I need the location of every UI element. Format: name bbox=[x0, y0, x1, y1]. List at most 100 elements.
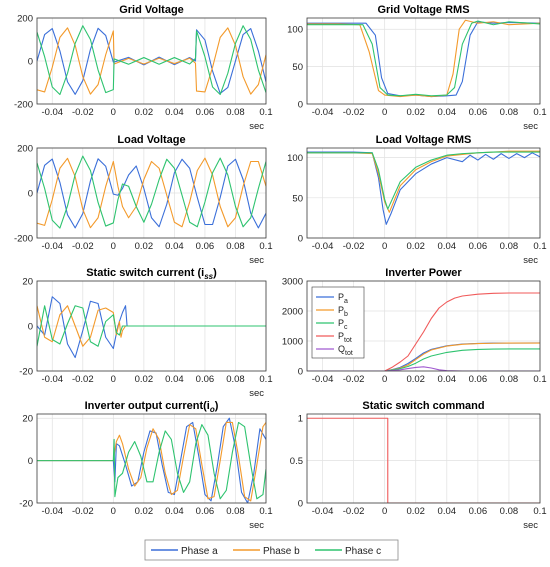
series-group bbox=[37, 417, 266, 503]
x-tick-label: 0.06 bbox=[196, 107, 215, 118]
y-tick-label: 0 bbox=[298, 100, 303, 111]
title-end: ) bbox=[215, 400, 219, 412]
y-tick-label: 50 bbox=[292, 62, 303, 73]
plot-frame bbox=[306, 147, 541, 239]
phase-a-legend-label: Phase a bbox=[181, 546, 218, 557]
plot-area bbox=[307, 148, 540, 238]
x-tick-label: 0.1 bbox=[533, 506, 546, 517]
series-group bbox=[37, 25, 266, 96]
series-line-3 bbox=[37, 305, 266, 347]
y-tick-label: 200 bbox=[17, 14, 33, 25]
x-tick-label: 0.06 bbox=[196, 241, 215, 252]
y-tick-label: 0 bbox=[28, 189, 33, 200]
series-line-3 bbox=[37, 155, 266, 229]
y-tick-label: 1000 bbox=[282, 337, 303, 348]
x-tick-label: -0.04 bbox=[312, 241, 334, 252]
x-tick-label: -0.02 bbox=[343, 374, 365, 385]
y-tick-label: -20 bbox=[19, 367, 33, 378]
x-tick-label: 0.04 bbox=[438, 241, 457, 252]
y-tick-label: 100 bbox=[287, 25, 303, 36]
x-axis-label: sec bbox=[249, 121, 264, 132]
x-tick-label: 0.04 bbox=[438, 374, 457, 385]
title-subscript: ss bbox=[204, 272, 213, 281]
x-tick-label: 0.1 bbox=[259, 506, 272, 517]
chart-title: Grid Voltage RMS bbox=[377, 4, 469, 16]
x-tick-label: -0.04 bbox=[312, 374, 334, 385]
plot-frame bbox=[306, 17, 541, 105]
chart-panels: -0.04 -0.02 0 0.02 0.04 0.06 0.08 0.12000-200se… bbox=[14, 4, 547, 531]
y-tick-label: 50 bbox=[292, 193, 303, 204]
x-tick-label: 0.08 bbox=[500, 241, 519, 252]
series-line-3 bbox=[307, 348, 540, 371]
x-tick-label: 0.02 bbox=[135, 107, 154, 118]
panel-2: -0.04 -0.02 0 0.02 0.04 0.06 0.08 0.1 100 50 0 sec G… bbox=[287, 4, 546, 132]
panel-3: -0.04 -0.02 0 0.02 0.04 0.06 0.08 0.1 200 0 -200 se… bbox=[14, 134, 273, 266]
plot-area bbox=[37, 414, 266, 503]
x-tick-label: 0.02 bbox=[406, 107, 425, 118]
plot-frame bbox=[36, 17, 267, 105]
chart-title: Static switch current (iss) bbox=[86, 267, 217, 281]
y-tick-label: 0 bbox=[28, 322, 33, 333]
x-axis-label: sec bbox=[249, 388, 264, 399]
series-line-2 bbox=[37, 421, 266, 502]
series-group bbox=[307, 417, 540, 503]
x-tick-label: 0.06 bbox=[469, 107, 488, 118]
x-tick-label: 0.06 bbox=[469, 241, 488, 252]
x-tick-label: 0.04 bbox=[438, 107, 457, 118]
title-subscript: o bbox=[210, 405, 215, 414]
x-tick-label: 0.08 bbox=[226, 506, 245, 517]
x-axis-label: sec bbox=[523, 520, 538, 531]
x-tick-label: -0.04 bbox=[41, 241, 63, 252]
series-line-3 bbox=[37, 421, 266, 500]
chart-title: Inverter output current(io) bbox=[85, 400, 219, 414]
series-line-1 bbox=[37, 296, 266, 359]
legend-label: Pb bbox=[338, 305, 348, 318]
y-tick-label: 0 bbox=[298, 499, 303, 510]
y-tick-label: 200 bbox=[17, 144, 33, 155]
x-tick-label: 0.06 bbox=[469, 374, 488, 385]
panel-7: -0.04 -0.02 0 0.02 0.04 0.06 0.08 0.1 20 0 -20 sec I… bbox=[19, 400, 272, 531]
series-group bbox=[37, 155, 266, 229]
x-tick-label: -0.02 bbox=[72, 374, 94, 385]
panel-8: -0.04 -0.02 0 0.02 0.04 0.06 0.08 0.1 1 0.5 0 sec St… bbox=[290, 400, 547, 531]
x-tick-label: 0.1 bbox=[533, 107, 546, 118]
phase-b-legend-label: Phase b bbox=[263, 546, 300, 557]
x-tick-label: 0 bbox=[382, 241, 387, 252]
x-tick-label: 0 bbox=[382, 107, 387, 118]
x-tick-label: -0.02 bbox=[343, 107, 365, 118]
title-end: ) bbox=[213, 267, 217, 279]
y-tick-label: 20 bbox=[22, 277, 33, 288]
panel-6: -0.04 -0.02 0 0.02 0.04 0.06 0.08 0.1 3000 2000 10… bbox=[282, 267, 547, 385]
x-tick-label: 0.04 bbox=[165, 506, 184, 517]
x-tick-label: 0.02 bbox=[135, 241, 154, 252]
legend-subscript: a bbox=[344, 298, 348, 305]
series-line-4 bbox=[307, 292, 540, 371]
x-tick-label: 0.06 bbox=[469, 506, 488, 517]
x-tick-label: 0.1 bbox=[533, 241, 546, 252]
x-axis-label: sec bbox=[249, 255, 264, 266]
chart-title: Grid Voltage bbox=[119, 4, 184, 16]
x-tick-label: 0.04 bbox=[165, 374, 184, 385]
series-group bbox=[307, 150, 540, 225]
x-tick-label: 0.08 bbox=[226, 107, 245, 118]
y-tick-label: 0 bbox=[28, 456, 33, 467]
x-tick-label: 0.02 bbox=[406, 241, 425, 252]
x-tick-label: 0.04 bbox=[165, 241, 184, 252]
x-tick-label: 0.1 bbox=[259, 241, 272, 252]
series-line-1 bbox=[307, 151, 540, 225]
series-line-2 bbox=[37, 157, 266, 229]
series-line-3 bbox=[307, 20, 540, 97]
legend-subscript: c bbox=[344, 324, 348, 331]
y-tick-label: -20 bbox=[19, 499, 33, 510]
series-line-2 bbox=[37, 305, 266, 347]
x-axis-label: sec bbox=[523, 121, 538, 132]
phase-c-legend-label: Phase c bbox=[345, 546, 381, 557]
x-tick-label: 0.08 bbox=[500, 374, 519, 385]
y-tick-label: 0 bbox=[298, 367, 303, 378]
x-tick-label: 0 bbox=[111, 506, 116, 517]
x-tick-label: -0.04 bbox=[41, 506, 63, 517]
y-tick-label: 20 bbox=[22, 414, 33, 425]
plot-frame bbox=[36, 147, 267, 239]
x-tick-label: 0.04 bbox=[165, 107, 184, 118]
